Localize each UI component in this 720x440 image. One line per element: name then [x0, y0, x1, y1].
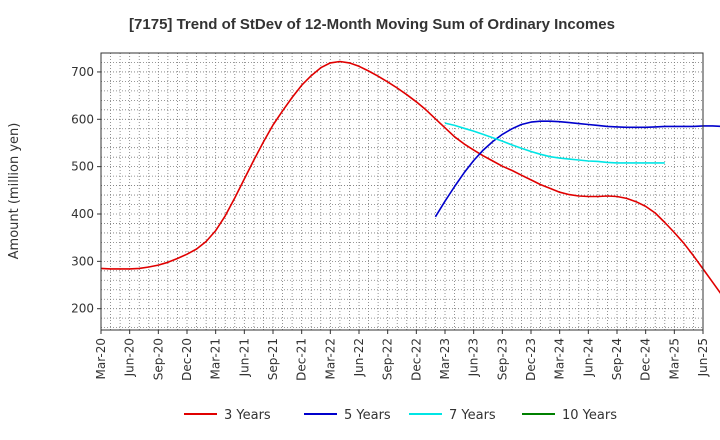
legend-label-7-years: 7 Years	[449, 408, 496, 423]
x-tick-label: Sep-22	[381, 338, 395, 380]
x-tick-label: Jun-24	[581, 338, 595, 377]
legend-label-5-years: 5 Years	[344, 408, 391, 423]
x-ticks: Mar-20 Jun-20 Sep-20 Dec-20 Mar-21 Jun-21 Sep-…	[94, 330, 710, 381]
x-tick-label: Mar-21	[209, 338, 223, 379]
y-tick-label: 300	[71, 254, 94, 268]
x-tick-label: Dec-22	[409, 338, 423, 381]
y-tick-label: 600	[71, 112, 94, 126]
legend-label-3-years: 3 Years	[224, 408, 271, 423]
x-tick-label: Mar-25	[667, 338, 681, 379]
x-tick-label: Jun-25	[696, 338, 710, 377]
x-tick-label: Mar-23	[438, 338, 452, 379]
x-tick-label: Jun-21	[237, 338, 251, 377]
x-tick-label: Mar-24	[553, 338, 567, 379]
x-tick-label: Jun-20	[123, 338, 137, 377]
legend-label-10-years: 10 Years	[562, 408, 617, 423]
x-tick-label: Dec-20	[180, 338, 194, 381]
x-tick-label: Dec-24	[639, 338, 653, 381]
y-tick-label: 700	[71, 65, 94, 79]
y-tick-label: 200	[71, 302, 94, 316]
chart-title: [7175] Trend of StDev of 12-Month Moving…	[129, 16, 615, 33]
x-tick-label: Sep-23	[495, 338, 509, 380]
plot-frame	[100, 52, 704, 331]
y-tick-label: 500	[71, 160, 94, 174]
y-tick-label: 400	[71, 207, 94, 221]
x-tick-label: Jun-23	[467, 338, 481, 377]
x-tick-label: Mar-20	[94, 338, 108, 379]
grid	[101, 53, 703, 330]
y-axis-label: Amount (million yen)	[7, 123, 22, 260]
series-line-7-years	[444, 122, 665, 164]
x-tick-label: Jun-22	[352, 338, 366, 377]
x-tick-label: Sep-20	[151, 338, 165, 380]
x-tick-label: Sep-21	[266, 338, 280, 380]
x-tick-label: Dec-23	[524, 338, 538, 381]
x-tick-label: Dec-21	[295, 338, 309, 381]
legend: 3 Years 5 Years 7 Years 10 Years	[184, 408, 617, 423]
series-line-3-years	[100, 60, 720, 294]
series-lines	[100, 60, 720, 294]
y-ticks: 200 300 400 500 600 700	[71, 65, 101, 316]
x-tick-label: Sep-24	[610, 338, 624, 380]
series-line-5-years	[434, 120, 720, 218]
x-tick-label: Mar-22	[323, 338, 337, 379]
